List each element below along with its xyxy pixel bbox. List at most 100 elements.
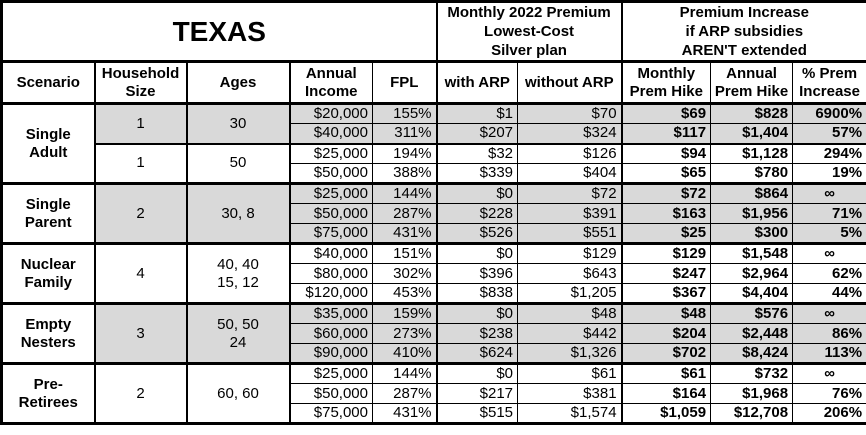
table-row: 1 50 $25,000 194% $32 $126 $94 $1,128 29… — [2, 142, 866, 184]
table-row: $40,000 311% $207 $324 $117 $1,404 57% — [2, 123, 866, 144]
header-line: Monthly 2022 Premium — [447, 4, 611, 21]
table-row: $75,000 431% $515 $1,574 $1,059 $12,708 … — [2, 403, 866, 424]
cell-monthly-hike: $367 — [621, 283, 712, 304]
table-row: $90,000 410% $624 $1,326 $702 $8,424 113… — [2, 343, 866, 364]
cell-fpl: 273% — [371, 323, 438, 344]
col-header-pct-prem-increase: % Prem Increase — [792, 61, 866, 105]
ages-line: 24 — [229, 333, 247, 351]
cell-fpl: 302% — [371, 263, 438, 284]
table-row: Single Parent 2 30, 8 $25,000 144% $0 $7… — [1, 182, 866, 244]
col-header-with-arp: with ARP — [436, 61, 519, 105]
cell-pct-increase: 206% — [792, 403, 866, 424]
cell-scenario: Nuclear Family — [1, 242, 96, 304]
cell-monthly-hike: $72 — [621, 182, 712, 204]
cell-pct-increase: 113% — [792, 343, 866, 364]
table-row: $60,000 273% $238 $442 $204 $2,448 86% — [2, 323, 866, 344]
cell-annual-hike: $1,968 — [710, 383, 794, 404]
cell-with-arp: $838 — [436, 283, 519, 304]
cell-with-arp: $339 — [436, 163, 519, 184]
cell-ages: 30, 8 — [186, 182, 291, 244]
cell-without-arp: $1,205 — [517, 283, 623, 304]
cell-fpl: 144% — [371, 362, 438, 384]
cell-without-arp: $61 — [517, 362, 623, 384]
cell-household-size: 2 — [94, 362, 188, 424]
cell-income: $25,000 — [289, 142, 373, 164]
col-header-scenario: Scenario — [1, 61, 96, 105]
cell-without-arp: $129 — [517, 242, 623, 264]
cell-with-arp: $217 — [436, 383, 519, 404]
cell-pct-increase: ∞ — [792, 302, 866, 324]
cell-without-arp: $1,326 — [517, 343, 623, 364]
cell-with-arp: $0 — [436, 242, 519, 264]
cell-monthly-hike: $65 — [621, 163, 712, 184]
table-row: Scenario Household Size Ages Annual Inco… — [1, 61, 866, 105]
cell-fpl: 194% — [371, 142, 438, 164]
cell-pct-increase: 19% — [792, 163, 866, 184]
cell-with-arp: $396 — [436, 263, 519, 284]
cell-household-size: 4 — [94, 242, 188, 304]
col-header-monthly-prem-hike: Monthly Prem Hike — [621, 61, 712, 105]
cell-monthly-hike: $163 — [621, 203, 712, 224]
cell-with-arp: $228 — [436, 203, 519, 224]
cell-income: $60,000 — [289, 323, 373, 344]
cell-household-size: 3 — [94, 302, 188, 364]
table-row: Pre-Retirees 2 60, 60 $25,000 144% $0 $6… — [1, 362, 866, 424]
cell-ages: 30 — [186, 103, 291, 144]
cell-fpl: 431% — [371, 223, 438, 244]
cell-fpl: 287% — [371, 203, 438, 224]
cell-annual-hike: $1,128 — [710, 142, 794, 164]
cell-ages: 50 — [186, 142, 291, 184]
cell-with-arp: $526 — [436, 223, 519, 244]
cell-without-arp: $324 — [517, 123, 623, 144]
col-header-without-arp: without ARP — [517, 61, 623, 105]
cell-with-arp: $0 — [436, 182, 519, 204]
cell-fpl: 159% — [371, 302, 438, 324]
cell-without-arp: $72 — [517, 182, 623, 204]
cell-scenario: Pre-Retirees — [1, 362, 96, 424]
cell-without-arp: $48 — [517, 302, 623, 324]
cell-without-arp: $551 — [517, 223, 623, 244]
cell-monthly-hike: $117 — [621, 123, 712, 144]
cell-household-size: 2 — [94, 182, 188, 244]
cell-income: $50,000 — [289, 203, 373, 224]
cell-annual-hike: $12,708 — [710, 403, 794, 424]
cell-annual-hike: $8,424 — [710, 343, 794, 364]
cell-without-arp: $404 — [517, 163, 623, 184]
cell-pct-increase: ∞ — [792, 242, 866, 264]
cell-pct-increase: 62% — [792, 263, 866, 284]
table-row: $75,000 431% $526 $551 $25 $300 5% — [2, 223, 866, 244]
cell-without-arp: $442 — [517, 323, 623, 344]
table-row: Empty Nesters 3 50, 50 24 $35,000 159% $… — [1, 302, 866, 364]
cell-income: $80,000 — [289, 263, 373, 284]
cell-income: $120,000 — [289, 283, 373, 304]
cell-monthly-hike: $48 — [621, 302, 712, 324]
premium-table: TEXAS Monthly 2022 Premium Lowest-Cost S… — [0, 0, 866, 425]
cell-annual-hike: $1,956 — [710, 203, 794, 224]
cell-fpl: 453% — [371, 283, 438, 304]
cell-pct-increase: 71% — [792, 203, 866, 224]
cell-household-size: 1 — [94, 142, 188, 184]
cell-fpl: 431% — [371, 403, 438, 424]
cell-fpl: 155% — [371, 103, 438, 124]
col-header-ages: Ages — [186, 61, 291, 105]
header-line: AREN'T extended — [681, 42, 807, 59]
cell-income: $90,000 — [289, 343, 373, 364]
cell-pct-increase: 44% — [792, 283, 866, 304]
cell-annual-hike: $780 — [710, 163, 794, 184]
cell-scenario: Empty Nesters — [1, 302, 96, 364]
cell-with-arp: $0 — [436, 362, 519, 384]
cell-monthly-hike: $247 — [621, 263, 712, 284]
ages-line: 40, 40 — [217, 255, 259, 273]
cell-with-arp: $32 — [436, 142, 519, 164]
ages-line: 15, 12 — [217, 273, 259, 291]
cell-income: $20,000 — [289, 103, 373, 124]
cell-household-size: 1 — [94, 103, 188, 144]
cell-annual-hike: $2,448 — [710, 323, 794, 344]
cell-income: $25,000 — [289, 182, 373, 204]
cell-income: $50,000 — [289, 383, 373, 404]
cell-with-arp: $207 — [436, 123, 519, 144]
cell-with-arp: $515 — [436, 403, 519, 424]
cell-pct-increase: 76% — [792, 383, 866, 404]
cell-pct-increase: 6900% — [792, 103, 866, 124]
cell-fpl: 311% — [371, 123, 438, 144]
